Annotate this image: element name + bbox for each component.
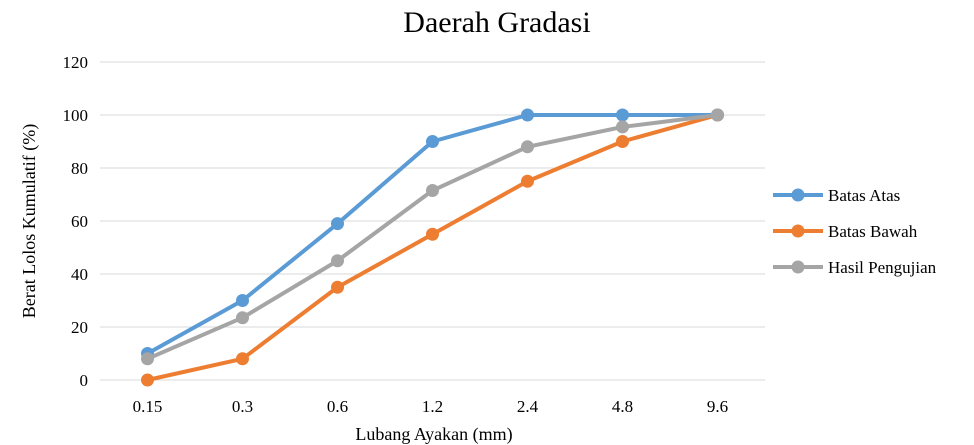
series-group — [141, 108, 724, 360]
data-point — [236, 352, 249, 366]
data-point — [521, 108, 534, 122]
data-point — [331, 254, 344, 268]
data-point — [521, 174, 534, 188]
x-tick-label: 4.8 — [612, 397, 633, 416]
legend-item: Batas Atas — [773, 186, 900, 205]
x-tick-label: 0.15 — [133, 397, 163, 416]
series-lines — [141, 108, 724, 387]
x-tick-label: 9.6 — [707, 397, 728, 416]
data-point — [616, 120, 629, 134]
data-point — [331, 217, 344, 231]
y-tick-label: 0 — [80, 371, 89, 390]
data-point — [236, 311, 249, 325]
x-axis-label: Lubang Ayakan (mm) — [355, 424, 512, 445]
x-tick-label: 0.3 — [232, 397, 253, 416]
y-tick-label: 100 — [63, 106, 89, 125]
data-point — [616, 108, 629, 122]
series-group — [141, 108, 724, 366]
data-point — [426, 184, 439, 198]
y-axis-ticks: 0 20 40 60 80 100 120 — [63, 53, 89, 390]
legend-label: Hasil Pengujian — [828, 258, 937, 277]
data-point — [141, 352, 154, 366]
y-tick-label: 20 — [71, 318, 88, 337]
legend-label: Batas Atas — [828, 186, 900, 205]
legend-swatch-marker — [791, 188, 805, 202]
data-point — [616, 135, 629, 148]
data-point — [236, 294, 249, 307]
chart-title: Daerah Gradasi — [403, 6, 590, 39]
legend-swatch-marker — [791, 260, 805, 274]
legend-item: Batas Bawah — [773, 222, 918, 241]
gridlines — [100, 61, 765, 381]
y-tick-label: 80 — [71, 159, 88, 178]
series-group — [141, 108, 724, 387]
data-point — [141, 373, 154, 387]
data-point — [521, 140, 534, 154]
x-axis-ticks: 0.15 0.3 0.6 1.2 2.4 4.8 9.6 — [133, 397, 729, 416]
legend-item: Hasil Pengujian — [773, 258, 937, 277]
legend: Batas Atas Batas Bawah Hasil Pengujian — [773, 186, 937, 277]
legend-label: Batas Bawah — [828, 222, 918, 241]
legend-swatch-marker — [791, 224, 805, 238]
data-point — [331, 280, 344, 294]
data-point — [426, 227, 439, 241]
x-tick-label: 2.4 — [517, 397, 539, 416]
y-tick-label: 40 — [71, 265, 88, 284]
data-point — [711, 108, 724, 122]
x-tick-label: 0.6 — [327, 397, 348, 416]
y-tick-label: 120 — [63, 53, 89, 72]
y-tick-label: 60 — [71, 212, 88, 231]
series-line — [145, 113, 720, 382]
data-point — [426, 135, 439, 148]
x-tick-label: 1.2 — [422, 397, 443, 416]
y-axis-label: Berat Lolos Kumulatif (%) — [19, 124, 40, 318]
